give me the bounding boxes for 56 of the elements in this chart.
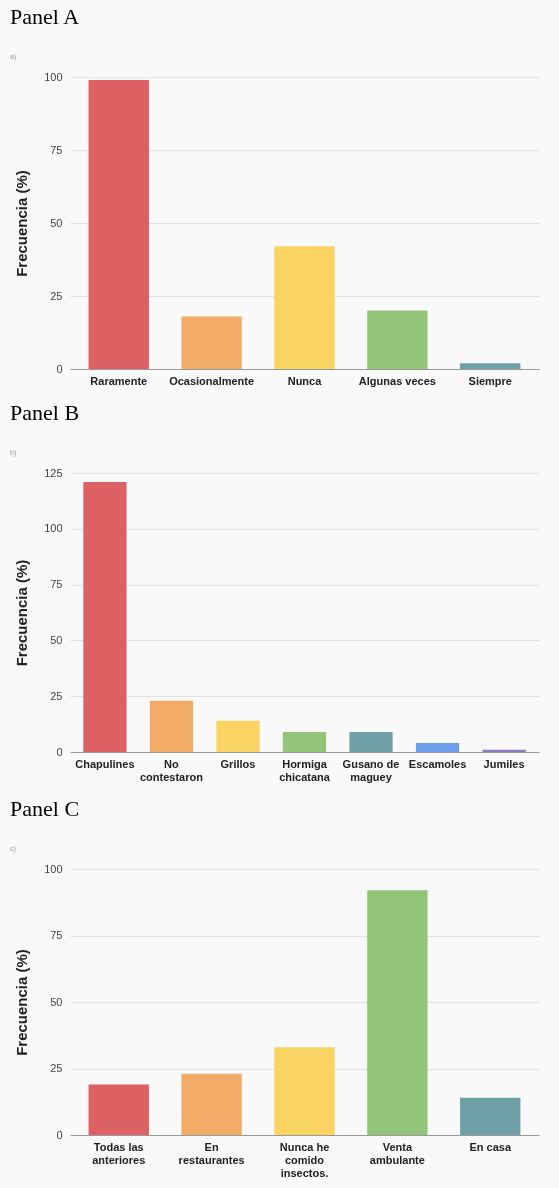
x-tick-label: Chapulines	[75, 757, 135, 770]
y-tick-label: 50	[50, 995, 63, 1008]
x-tick-label: No contestaron	[139, 757, 204, 783]
y-tick-label: 25	[50, 289, 63, 302]
y-tick-label: 0	[56, 1128, 63, 1141]
x-tick-label: Venta ambulante	[369, 1140, 425, 1166]
bar	[216, 720, 260, 752]
chart-title: Panel A	[10, 4, 80, 29]
bar	[88, 1084, 149, 1135]
y-tick-label: 75	[50, 929, 63, 941]
y-tick-label: 0	[56, 362, 63, 375]
bar	[367, 310, 428, 369]
x-tick-label: Nunca he comido insectos.	[279, 1140, 330, 1179]
x-tick-label: Escamoles	[408, 757, 467, 770]
x-tick-label: Jumiles	[483, 757, 525, 770]
y-tick-label: 0	[56, 745, 63, 758]
x-tick-label: En restaurantes	[178, 1140, 245, 1166]
x-tick-label: Todas las anteriores	[92, 1140, 146, 1166]
bar	[349, 731, 393, 752]
y-tick-label: 25	[50, 1062, 63, 1074]
x-tick-label: En casa	[469, 1140, 512, 1153]
x-tick-label: Ocasionalmente	[169, 374, 255, 387]
bar	[274, 1047, 335, 1135]
y-tick-label: 50	[50, 633, 63, 646]
x-tick-label: Gusano de maguey	[342, 757, 400, 783]
y-tick-label: 75	[50, 578, 63, 591]
bar	[367, 890, 428, 1135]
bar	[282, 731, 327, 752]
bar	[460, 1097, 521, 1135]
chart-title: Panel C	[10, 796, 80, 821]
bar	[274, 246, 335, 369]
bar	[482, 749, 526, 752]
x-tick-label: Algunas veces	[358, 374, 436, 387]
bar	[88, 79, 149, 369]
bar	[460, 363, 521, 369]
x-tick-label: Hormiga chicatana	[279, 757, 331, 783]
y-axis-title: Frecuencia (%)	[13, 559, 31, 667]
y-axis-title: Frecuencia (%)	[13, 949, 31, 1056]
y-tick-label: 100	[44, 862, 63, 875]
y-tick-label: 100	[44, 522, 63, 535]
bar	[83, 481, 127, 752]
y-tick-label: 100	[44, 70, 63, 83]
y-tick-label: 50	[50, 216, 63, 229]
y-axis-title: Frecuencia (%)	[13, 170, 31, 277]
x-tick-label: Grillos	[220, 757, 256, 770]
x-tick-label: Siempre	[468, 374, 512, 387]
y-tick-label: 75	[50, 143, 63, 156]
chart-title: Panel B	[10, 400, 80, 425]
y-tick-label: 25	[50, 689, 63, 702]
bar	[181, 1073, 242, 1135]
x-tick-label: Nunca	[287, 374, 323, 387]
y-tick-label: 125	[44, 466, 63, 479]
x-tick-label: Raramente	[90, 374, 148, 387]
bar	[181, 316, 242, 369]
bar	[415, 743, 460, 752]
bar	[149, 700, 194, 752]
